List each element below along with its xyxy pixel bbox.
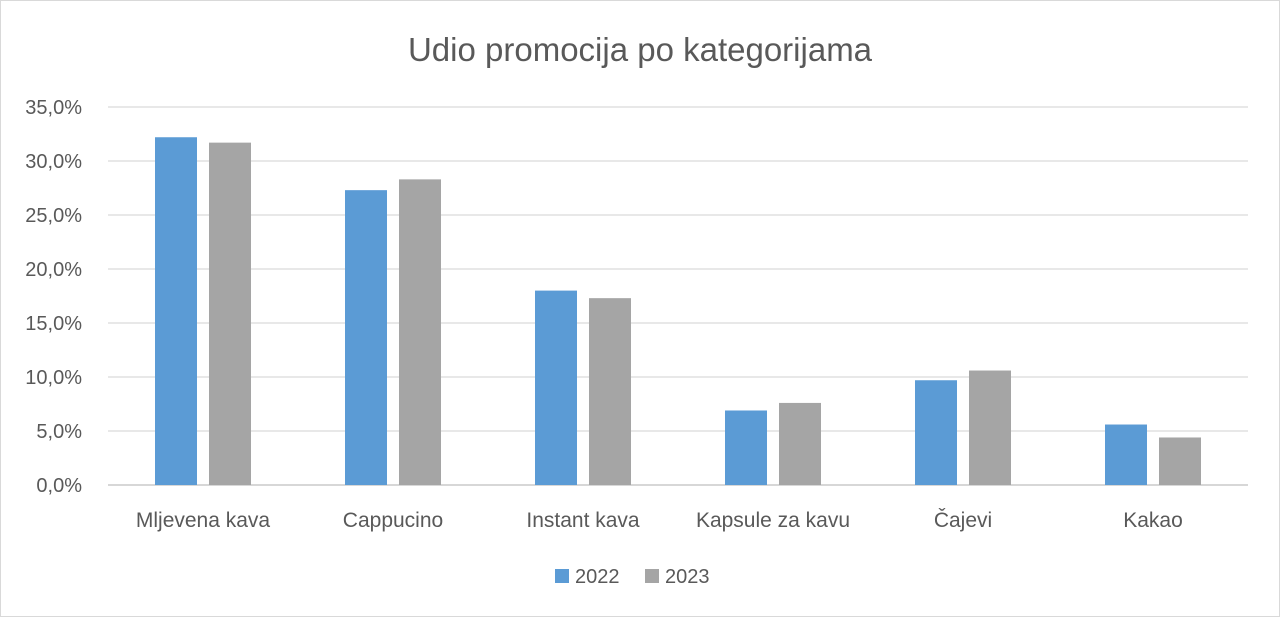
y-tick-label: 0,0% [36,475,82,497]
bar-2022 [1105,424,1147,485]
x-category-label: Kapsule za kavu [696,509,850,532]
bars [155,137,1201,486]
bar-2022 [725,410,767,485]
x-category-label: Instant kava [526,509,640,532]
bar-2023 [209,142,251,485]
legend-label: 2022 [575,566,620,588]
bar-2022 [155,137,197,486]
y-tick-label: 5,0% [36,421,82,443]
x-category-label: Mljevena kava [136,509,271,532]
x-axis: Mljevena kava Cappucino Instant kava Kapsul… [136,509,1183,532]
y-tick-label: 10,0% [25,367,82,389]
bar-2023 [399,179,441,486]
bar-2023 [1159,437,1201,485]
y-axis: 0,0% 5,0% 10,0% 15,0% 20,0% 25,0% 30,0% 35,0% [25,97,82,497]
gridlines [108,106,1248,486]
legend: 2022 2023 [555,566,710,588]
y-tick-label: 15,0% [25,313,82,335]
bar-2023 [779,402,821,485]
x-category-label: Čajevi [934,509,992,532]
bar-2023 [969,370,1011,485]
y-tick-label: 25,0% [25,205,82,227]
y-tick-label: 30,0% [25,151,82,173]
x-category-label: Kakao [1123,509,1183,532]
bar-2023 [589,298,631,485]
chart-title: Udio promocija po kategorijama [408,31,873,68]
legend-swatch-2022 [555,569,569,583]
y-tick-label: 35,0% [25,97,82,119]
y-tick-label: 20,0% [25,259,82,281]
bar-2022 [345,190,387,485]
x-category-label: Cappucino [343,509,443,532]
bar-2022 [535,290,577,485]
bar-2022 [915,380,957,485]
legend-label: 2023 [665,566,710,588]
legend-swatch-2023 [645,569,659,583]
